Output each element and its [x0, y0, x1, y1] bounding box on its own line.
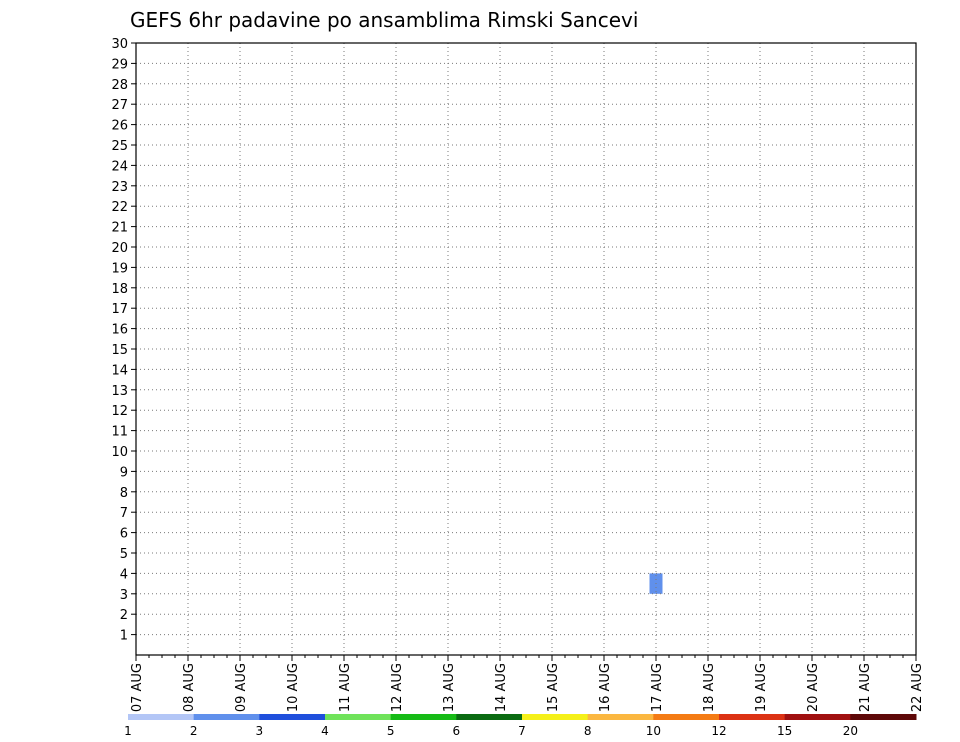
y-tick-label: 7 — [120, 506, 128, 521]
legend-swatch — [719, 714, 786, 720]
grid — [136, 43, 916, 655]
y-tick-label: 10 — [111, 445, 128, 460]
y-tick-label: 11 — [111, 425, 128, 440]
x-tick-label: 12 AUG — [390, 663, 405, 712]
legend-label: 20 — [843, 724, 858, 738]
legend-label: 1 — [124, 724, 132, 738]
x-tick-label: 14 AUG — [494, 663, 509, 712]
legend-swatch — [128, 714, 195, 720]
y-tick-label: 3 — [120, 588, 128, 603]
x-tick-label: 16 AUG — [598, 663, 613, 712]
x-tick-label: 19 AUG — [754, 663, 769, 712]
x-tick-label: 13 AUG — [442, 663, 457, 712]
x-tick-label: 18 AUG — [702, 663, 717, 712]
y-tick-label: 16 — [111, 323, 128, 338]
y-tick-label: 22 — [111, 200, 128, 215]
y-tick-label: 12 — [111, 404, 128, 419]
legend-label: 7 — [518, 724, 526, 738]
y-tick-label: 5 — [120, 547, 128, 562]
x-tick-label: 17 AUG — [650, 663, 665, 712]
y-tick-label: 18 — [111, 282, 128, 297]
legend-label: 2 — [190, 724, 198, 738]
x-tick-label: 11 AUG — [338, 663, 353, 712]
chart-title: GEFS 6hr padavine po ansamblima Rimski S… — [130, 8, 638, 32]
legend-swatch — [522, 714, 589, 720]
legend-label: 4 — [321, 724, 329, 738]
y-tick-label: 8 — [120, 486, 128, 501]
x-tick-label: 07 AUG — [130, 663, 145, 712]
x-tick-label: 08 AUG — [182, 663, 197, 712]
y-tick-label: 17 — [111, 302, 128, 317]
legend-label: 10 — [646, 724, 661, 738]
x-tick-label: 10 AUG — [286, 663, 301, 712]
y-tick-label: 2 — [120, 608, 128, 623]
y-axis: 1234567891011121314151617181920212223242… — [111, 37, 136, 644]
legend-label: 3 — [256, 724, 264, 738]
y-tick-label: 6 — [120, 527, 128, 542]
y-tick-label: 15 — [111, 343, 128, 358]
x-tick-label: 20 AUG — [806, 663, 821, 712]
x-tick-label: 09 AUG — [234, 663, 249, 712]
legend-label: 15 — [777, 724, 792, 738]
legend: 1 2 3 4 5 6 7 8 10 12 15 20 — [124, 714, 917, 738]
y-tick-label: 29 — [111, 57, 128, 72]
x-tick-label: 21 AUG — [858, 663, 873, 712]
legend-swatch — [653, 714, 720, 720]
y-tick-label: 14 — [111, 363, 128, 378]
y-tick-label: 13 — [111, 384, 128, 399]
legend-swatch — [390, 714, 457, 720]
y-tick-label: 24 — [111, 159, 128, 174]
y-tick-label: 30 — [111, 37, 128, 52]
x-axis: 07 AUG 08 AUG 09 AUG 10 AUG 11 AUG 12 AUG 13 A… — [130, 655, 925, 712]
legend-swatch — [587, 714, 654, 720]
y-tick-label: 19 — [111, 261, 128, 276]
legend-swatch — [456, 714, 523, 720]
y-tick-label: 20 — [111, 241, 128, 256]
legend-label: 12 — [711, 724, 726, 738]
y-tick-label: 21 — [111, 221, 128, 236]
legend-swatch — [193, 714, 260, 720]
y-tick-label: 25 — [111, 139, 128, 154]
y-tick-label: 9 — [120, 465, 128, 480]
legend-swatch — [850, 714, 917, 720]
legend-swatch — [259, 714, 326, 720]
y-tick-label: 27 — [111, 98, 128, 113]
y-tick-label: 4 — [120, 567, 128, 582]
y-tick-label: 26 — [111, 119, 128, 134]
y-tick-label: 28 — [111, 78, 128, 93]
legend-label: 8 — [584, 724, 592, 738]
legend-label: 6 — [453, 724, 461, 738]
x-tick-label: 22 AUG — [910, 663, 925, 712]
x-tick-label: 15 AUG — [546, 663, 561, 712]
legend-swatch — [784, 714, 851, 720]
legend-label: 5 — [387, 724, 395, 738]
y-tick-label: 1 — [120, 629, 128, 644]
y-tick-label: 23 — [111, 180, 128, 195]
legend-swatch — [325, 714, 392, 720]
